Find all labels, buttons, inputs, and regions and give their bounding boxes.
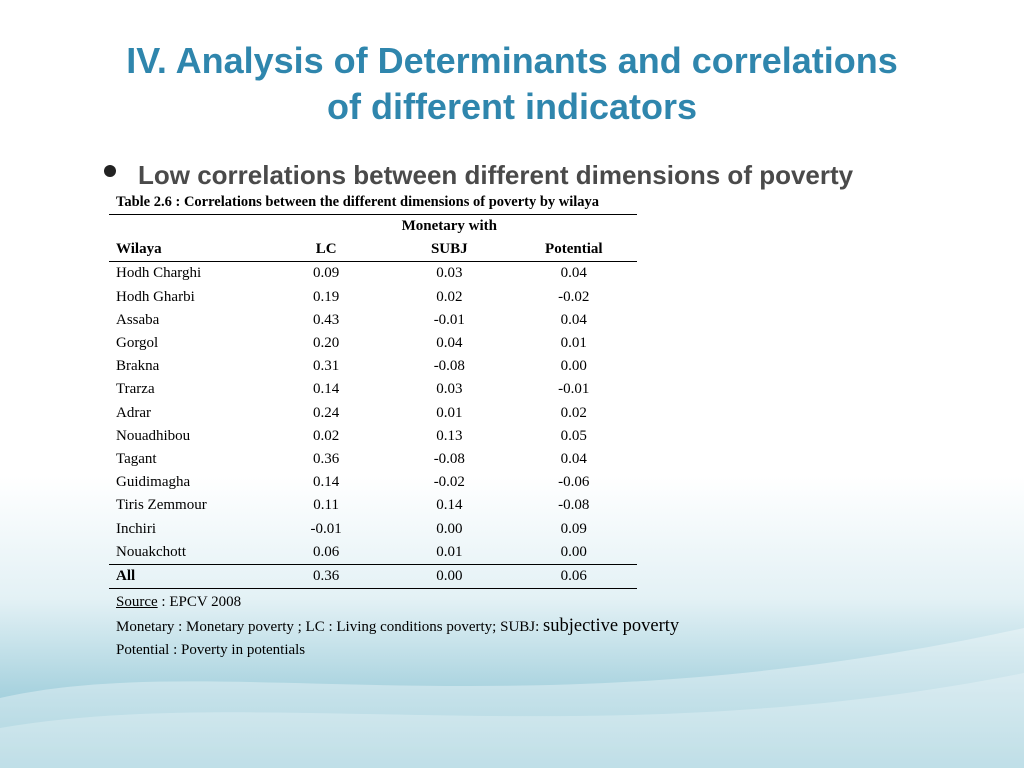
- slide-title: IV. Analysis of Determinants and correla…: [40, 38, 984, 130]
- table-notes: Source : EPCV 2008 Monetary : Monetary p…: [116, 590, 679, 662]
- cell-potential: 0.02: [560, 404, 587, 421]
- table-row: Adrar 0.24 0.01 0.02: [109, 402, 637, 425]
- cell-lc: 0.36: [313, 451, 340, 468]
- cell-potential: 0.00: [560, 358, 587, 375]
- table-row: Assaba 0.43 -0.01 0.04: [109, 309, 637, 332]
- table-row: Hodh Gharbi 0.19 0.02 -0.02: [109, 286, 637, 309]
- header-wilaya: Wilaya: [109, 238, 265, 263]
- abbreviation-text: Monetary : Monetary poverty ; LC : Livin…: [116, 619, 544, 635]
- cell-potential: -0.01: [558, 381, 590, 398]
- cell-wilaya: Trarza: [116, 381, 155, 398]
- cell-potential-all: 0.06: [510, 564, 637, 590]
- slide-title-line-1: IV. Analysis of Determinants and correla…: [126, 40, 898, 81]
- cell-lc: 0.14: [313, 474, 340, 491]
- bullet-point: Low correlations between different dimen…: [104, 160, 853, 191]
- cell-subj: -0.08: [433, 451, 465, 468]
- cell-subj: 0.01: [436, 543, 463, 560]
- header-potential: Potential: [510, 238, 637, 263]
- table-row: Tagant 0.36 -0.08 0.04: [109, 448, 637, 471]
- cell-subj: -0.08: [433, 358, 465, 375]
- cell-lc: -0.01: [310, 520, 342, 537]
- table-row: Nouadhibou 0.02 0.13 0.05: [109, 425, 637, 448]
- table-row: Guidimagha 0.14 -0.02 -0.06: [109, 471, 637, 494]
- cell-lc: 0.11: [313, 497, 339, 514]
- cell-potential: 0.09: [560, 520, 587, 537]
- cell-subj: 0.14: [436, 497, 463, 514]
- source-text: : EPCV 2008: [157, 594, 242, 610]
- cell-wilaya: Adrar: [116, 404, 151, 421]
- correlation-table: Monetary with Wilaya LC SUBJ Potential H…: [109, 214, 637, 590]
- header-subj: SUBJ: [388, 238, 511, 263]
- cell-lc: 0.31: [313, 358, 340, 375]
- table-row: Nouakchott 0.06 0.01 0.00: [109, 541, 637, 565]
- header-lc: LC: [264, 238, 389, 263]
- cell-potential: 0.04: [560, 451, 587, 468]
- cell-wilaya: Nouakchott: [116, 543, 186, 560]
- cell-subj: 0.13: [436, 427, 463, 444]
- potential-note: Potential : Poverty in potentials: [116, 642, 306, 658]
- source-note: Source : EPCV 2008: [116, 590, 679, 614]
- cell-lc: 0.20: [313, 335, 340, 352]
- cell-subj: 0.02: [436, 288, 463, 305]
- cell-wilaya: Tagant: [116, 451, 157, 468]
- cell-wilaya-all: All: [109, 564, 265, 590]
- cell-lc: 0.02: [313, 427, 340, 444]
- subjective-poverty-text: subjective poverty: [543, 616, 680, 636]
- cell-wilaya: Guidimagha: [116, 474, 191, 491]
- table-header-row: Wilaya LC SUBJ Potential: [109, 238, 637, 263]
- source-label: Source: [116, 594, 158, 610]
- background-wave: [0, 628, 1024, 768]
- cell-potential: 0.04: [560, 311, 587, 328]
- abbreviation-note: Monetary : Monetary poverty ; LC : Livin…: [116, 614, 679, 638]
- bullet-text: Low correlations between different dimen…: [138, 160, 854, 190]
- table-group-header-row: Monetary with: [109, 214, 637, 239]
- cell-wilaya: Tiris Zemmour: [116, 497, 207, 514]
- cell-lc: 0.06: [313, 543, 340, 560]
- table-row: Inchiri -0.01 0.00 0.09: [109, 518, 637, 541]
- table-caption: Table 2.6 : Correlations between the dif…: [116, 194, 600, 210]
- cell-lc: 0.43: [313, 311, 340, 328]
- table-row: Brakna 0.31 -0.08 0.00: [109, 355, 637, 378]
- table-row: Hodh Charghi 0.09 0.03 0.04: [109, 262, 637, 286]
- cell-wilaya: Hodh Charghi: [116, 265, 202, 282]
- table-row: Trarza 0.14 0.03 -0.01: [109, 378, 637, 401]
- cell-subj: -0.01: [433, 311, 465, 328]
- cell-subj: 0.01: [436, 404, 463, 421]
- cell-potential: 0.00: [560, 543, 587, 560]
- cell-subj: 0.04: [436, 335, 463, 352]
- cell-potential: 0.01: [560, 335, 587, 352]
- slide-title-line-2: of different indicators: [326, 86, 698, 127]
- cell-wilaya: Brakna: [116, 358, 160, 375]
- cell-lc: 0.24: [313, 404, 340, 421]
- cell-lc: 0.09: [313, 265, 340, 282]
- cell-lc: 0.19: [313, 288, 340, 305]
- cell-subj: 0.03: [436, 265, 463, 282]
- cell-subj: 0.03: [436, 381, 463, 398]
- table-row: Gorgol 0.20 0.04 0.01: [109, 332, 637, 355]
- table-row: Tiris Zemmour 0.11 0.14 -0.08: [109, 494, 637, 517]
- cell-lc-all: 0.36: [264, 564, 389, 590]
- cell-subj-all: 0.00: [388, 564, 511, 590]
- group-header-monetary-with: Monetary with: [388, 214, 511, 239]
- cell-wilaya: Assaba: [116, 311, 160, 328]
- bullet-dot-icon: [104, 165, 116, 178]
- cell-potential: 0.05: [560, 427, 587, 444]
- cell-lc: 0.14: [313, 381, 340, 398]
- cell-wilaya: Nouadhibou: [116, 427, 191, 444]
- cell-subj: -0.02: [433, 474, 465, 491]
- cell-subj: 0.00: [436, 520, 463, 537]
- table-total-row: All 0.36 0.00 0.06: [109, 564, 637, 590]
- cell-potential: 0.04: [560, 265, 587, 282]
- cell-wilaya: Hodh Gharbi: [116, 288, 195, 305]
- cell-potential: -0.06: [558, 474, 590, 491]
- cell-wilaya: Inchiri: [116, 520, 156, 537]
- cell-potential: -0.08: [558, 497, 590, 514]
- cell-potential: -0.02: [558, 288, 590, 305]
- cell-wilaya: Gorgol: [116, 335, 159, 352]
